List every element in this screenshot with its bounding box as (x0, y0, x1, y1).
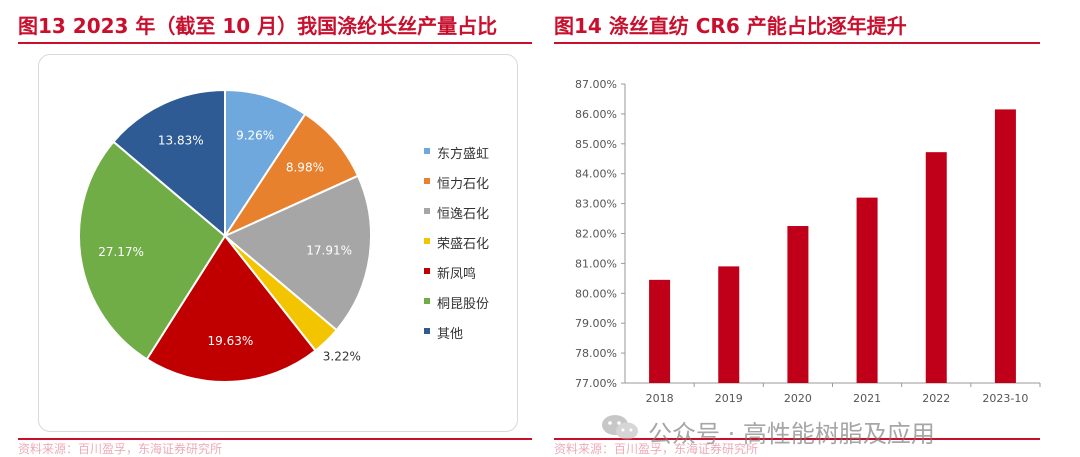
x-tick-label: 2021 (853, 392, 881, 405)
x-tick-label: 2023-10 (982, 392, 1028, 405)
legend-swatch (424, 298, 430, 304)
y-tick-label: 82.00% (575, 228, 617, 241)
figure13-title: 图13 2023 年（截至 10 月）我国涤纶长丝产量占比 (18, 14, 498, 38)
y-tick-label: 83.00% (575, 198, 617, 211)
x-tick-label: 2022 (922, 392, 950, 405)
y-tick-label: 78.00% (575, 347, 617, 360)
x-tick-label: 2019 (715, 392, 743, 405)
legend-swatch (424, 238, 430, 244)
legend-label: 恒逸石化 (437, 207, 489, 222)
legend-label: 其他 (437, 327, 463, 342)
pie-value-label: 9.26% (236, 128, 274, 142)
figure13-title-rule (18, 42, 532, 44)
y-tick-label: 87.00% (575, 78, 617, 91)
x-tick-label: 2018 (646, 392, 674, 405)
pie-value-label: 3.22% (323, 350, 361, 364)
figure14-title-rule (554, 42, 1040, 44)
pie-slice (222, 112, 360, 239)
legend-label: 新凤鸣 (437, 266, 476, 282)
figure13-bottom-rule (18, 438, 532, 440)
legend-swatch (424, 178, 430, 184)
bar (994, 109, 1016, 383)
bar-chart: 77.00% 78.00% 79.00% 80.00% 81.00% 82.00% 83.0… (575, 78, 1041, 405)
y-tick-label: 80.00% (575, 287, 617, 300)
wechat-icon (602, 415, 638, 440)
pie-value-label: 8.98% (286, 161, 324, 175)
pie-value-label: 19.63% (207, 334, 253, 348)
pie-value-label: 13.83% (158, 134, 204, 148)
legend-swatch (424, 268, 430, 274)
legend-swatch (424, 328, 430, 334)
pie-value-label: 17.91% (306, 243, 352, 257)
figure14-title: 图14 涤丝直纺 CR6 产能占比逐年提升 (554, 14, 907, 38)
watermark-text: 公众号 · 高性能树脂及应用 (648, 420, 935, 448)
pie-slice (78, 140, 227, 361)
pie-slice (223, 174, 372, 332)
pie-slice (145, 234, 317, 383)
legend-swatch (424, 148, 430, 154)
bar (718, 266, 740, 383)
y-tick-label: 81.00% (575, 257, 617, 270)
legend-label: 恒力石化 (437, 177, 489, 192)
legend-label: 东方盛虹 (437, 146, 489, 162)
pie-chart: 9.26% 8.98% 17.91% 3.22% 19.63% 27.17% 13.83% 东… (78, 88, 489, 383)
legend-label: 荣盛石化 (437, 237, 489, 252)
x-tick-label: 2020 (784, 392, 812, 405)
pie-slice (224, 88, 307, 240)
y-tick-label: 84.00% (575, 168, 617, 181)
pie-value-label: 27.17% (98, 245, 144, 259)
bar (856, 197, 878, 383)
y-tick-label: 86.00% (575, 108, 617, 121)
bar (925, 152, 947, 383)
bar (649, 279, 671, 383)
legend-swatch (424, 208, 430, 214)
y-tick-label: 79.00% (575, 317, 617, 330)
y-tick-label: 85.00% (575, 138, 617, 151)
y-tick-label: 77.00% (575, 377, 617, 390)
pie-slice (112, 88, 226, 239)
figure14-bottom-rule (554, 438, 1040, 440)
bar (787, 226, 809, 383)
legend-label: 桐昆股份 (437, 297, 489, 312)
